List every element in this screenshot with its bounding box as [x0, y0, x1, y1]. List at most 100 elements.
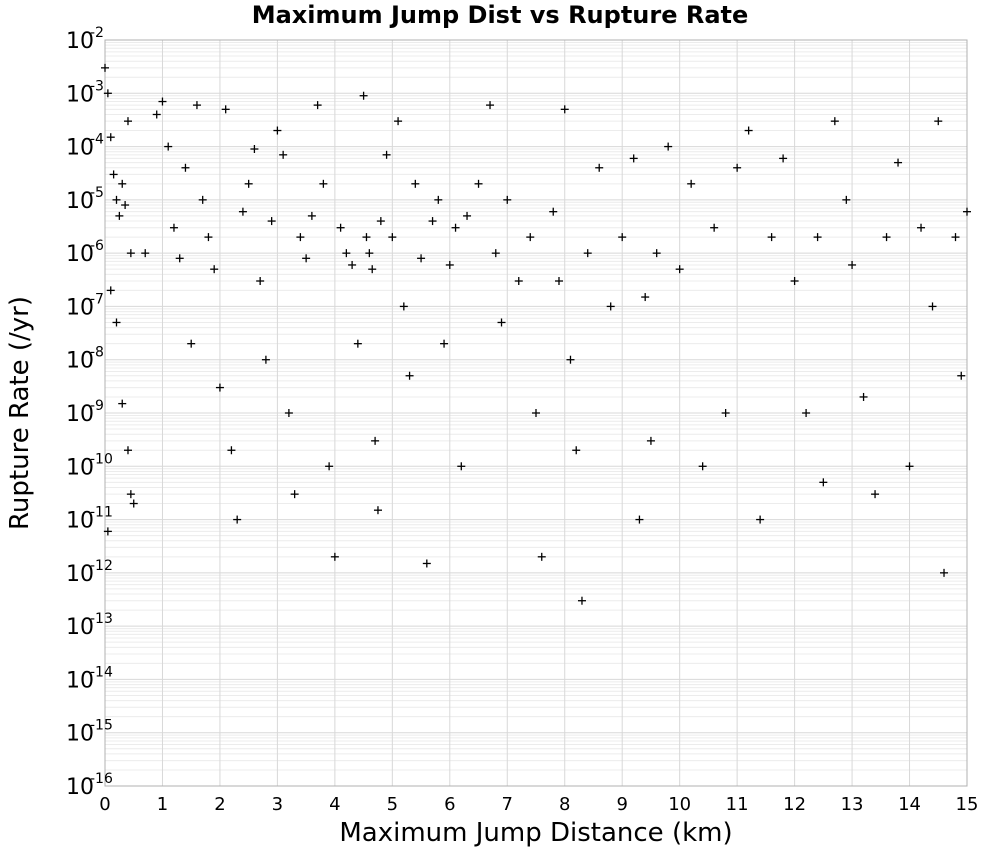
y-tick-label: 10 — [66, 509, 94, 534]
data-point — [126, 249, 135, 258]
x-tick-label: 13 — [841, 794, 864, 815]
data-point — [373, 506, 382, 515]
data-point — [549, 207, 558, 216]
y-tick-exponent: -8 — [90, 345, 104, 361]
data-point — [675, 265, 684, 274]
data-point — [842, 195, 851, 204]
chart-title: Maximum Jump Dist vs Rupture Rate — [252, 1, 749, 29]
x-tick-label: 0 — [99, 794, 110, 815]
data-point — [175, 254, 184, 263]
data-point — [141, 249, 150, 258]
y-tick-exponent: -11 — [90, 505, 113, 521]
y-tick-label: 10 — [66, 242, 94, 267]
data-point — [457, 462, 466, 471]
data-point — [566, 355, 575, 364]
data-point — [126, 490, 135, 499]
y-tick-label: 10 — [66, 295, 94, 320]
data-point — [365, 249, 374, 258]
data-point — [790, 277, 799, 286]
data-point — [123, 117, 132, 126]
data-point — [169, 223, 178, 232]
data-point — [302, 254, 311, 263]
x-tick-label: 14 — [898, 794, 921, 815]
data-point — [917, 223, 926, 232]
data-point — [928, 302, 937, 311]
x-tick-label: 3 — [272, 794, 283, 815]
data-point — [215, 383, 224, 392]
x-tick-label: 15 — [956, 794, 979, 815]
data-point — [629, 154, 638, 163]
data-point — [106, 286, 115, 295]
data-point — [641, 293, 650, 302]
data-point — [486, 101, 495, 110]
data-point — [474, 179, 483, 188]
data-point — [353, 339, 362, 348]
x-tick-label: 5 — [387, 794, 398, 815]
data-point — [109, 170, 118, 179]
y-tick-exponent: -9 — [90, 398, 104, 414]
data-point — [368, 265, 377, 274]
data-point — [577, 596, 586, 605]
data-point — [250, 145, 259, 154]
y-tick-exponent: -5 — [90, 185, 104, 201]
y-tick-exponent: -12 — [90, 558, 113, 574]
data-point — [123, 446, 132, 455]
data-point — [112, 318, 121, 327]
data-point — [307, 211, 316, 220]
data-point — [336, 223, 345, 232]
data-point — [440, 339, 449, 348]
data-point — [813, 233, 822, 242]
data-point — [526, 233, 535, 242]
data-point — [348, 260, 357, 269]
data-point — [129, 499, 138, 508]
x-tick-label: 4 — [329, 794, 340, 815]
y-tick-label: 10 — [66, 349, 94, 374]
data-point — [882, 233, 891, 242]
data-point — [595, 163, 604, 172]
data-point — [204, 233, 213, 242]
y-tick-exponent: -6 — [90, 238, 104, 254]
data-point — [284, 409, 293, 417]
y-tick-exponent: -14 — [90, 664, 113, 680]
y-tick-exponent: -2 — [90, 25, 104, 41]
data-point — [514, 277, 523, 286]
y-tick-label: 10 — [66, 189, 94, 214]
x-tick-label: 11 — [726, 794, 749, 815]
data-point — [710, 223, 719, 232]
x-tick-label: 9 — [616, 794, 627, 815]
y-axis-ticks: 10-210-310-410-510-610-710-810-910-1010-… — [66, 25, 113, 800]
data-point — [733, 163, 742, 172]
data-point — [261, 355, 270, 364]
data-point — [434, 195, 443, 204]
data-point — [164, 142, 173, 151]
y-tick-exponent: -7 — [90, 291, 104, 307]
y-tick-exponent: -4 — [90, 132, 104, 148]
y-tick-label: 10 — [66, 562, 94, 587]
y-tick-exponent: -10 — [90, 451, 113, 467]
data-point — [819, 478, 828, 487]
data-points — [101, 63, 971, 605]
data-point — [101, 63, 109, 72]
data-point — [371, 436, 380, 445]
data-point — [388, 233, 397, 242]
data-point — [394, 117, 403, 126]
data-point — [244, 179, 253, 188]
data-point — [118, 179, 127, 188]
data-point — [411, 179, 420, 188]
data-point — [802, 409, 811, 417]
data-point — [221, 105, 230, 114]
data-point — [618, 233, 627, 242]
data-point — [963, 207, 971, 216]
data-point — [646, 436, 655, 445]
data-point — [115, 211, 124, 220]
data-point — [560, 105, 569, 114]
data-point — [871, 490, 880, 499]
y-tick-label: 10 — [66, 402, 94, 427]
x-tick-label: 10 — [668, 794, 691, 815]
data-point — [756, 515, 765, 524]
data-point — [635, 515, 644, 524]
data-point — [451, 223, 460, 232]
data-point — [554, 277, 563, 286]
data-point — [905, 462, 914, 471]
plot-area — [104, 39, 968, 787]
